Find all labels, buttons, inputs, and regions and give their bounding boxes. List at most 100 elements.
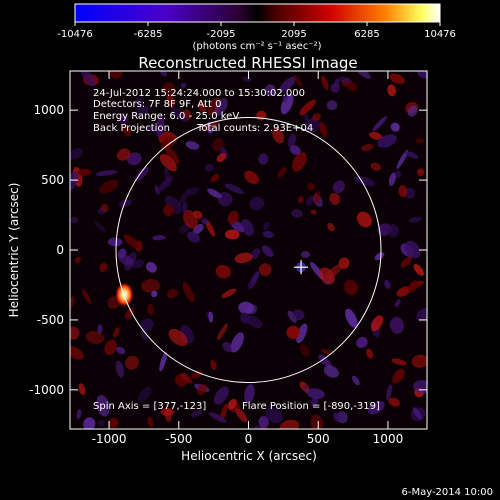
noise-blob <box>104 339 117 356</box>
noise-blob <box>374 252 385 261</box>
noise-blob <box>388 172 396 186</box>
noise-blob <box>235 408 248 423</box>
noise-blob <box>134 97 145 116</box>
noise-blob <box>287 310 297 323</box>
noise-blob <box>99 262 108 272</box>
spin-axis-label: Spin Axis = [377,-123] <box>93 401 206 412</box>
noise-blob <box>258 415 269 429</box>
noise-blob <box>372 116 387 132</box>
image-blobs <box>70 71 427 429</box>
noise-blob <box>279 76 296 93</box>
noise-blob <box>132 259 145 269</box>
noise-blob <box>205 219 215 237</box>
y-tick-label: -500 <box>37 313 64 327</box>
colorbar <box>74 3 441 23</box>
noise-blob <box>384 279 391 290</box>
spin-axis-marker <box>294 260 309 275</box>
noise-blob <box>117 248 127 259</box>
noise-blob <box>356 211 372 228</box>
noise-blob <box>204 163 214 172</box>
noise-blob <box>392 368 405 384</box>
noise-blob <box>326 100 338 111</box>
x-tick-label: 500 <box>307 432 330 446</box>
noise-blob <box>125 355 139 370</box>
noise-blob <box>70 296 75 312</box>
noise-blob <box>292 309 305 321</box>
noise-blob <box>313 191 321 204</box>
noise-blob <box>389 73 405 84</box>
noise-blob <box>261 245 274 257</box>
noise-blob <box>166 93 175 108</box>
noise-blob <box>291 209 303 218</box>
noise-blob <box>234 252 253 264</box>
noise-blob <box>303 384 308 392</box>
noise-blob <box>325 264 343 279</box>
noise-blob <box>146 262 157 273</box>
noise-blob <box>306 195 315 206</box>
colorbar-tick-label: 6285 <box>354 29 379 40</box>
colorbar-tick-label: 2095 <box>281 29 306 40</box>
y-axis-label: Heliocentric Y (arcsec) <box>7 183 21 318</box>
noise-blob <box>187 231 200 243</box>
noise-blob <box>319 121 328 138</box>
noise-blob <box>289 145 301 155</box>
noise-blob <box>165 146 179 165</box>
x-tick-label: -1000 <box>92 432 127 446</box>
noise-blob <box>396 286 411 297</box>
noise-blob <box>97 324 103 334</box>
noise-blob <box>405 151 419 159</box>
noise-blob <box>159 154 177 172</box>
noise-blob <box>321 75 329 90</box>
colorbar-tick-label: -10476 <box>57 29 92 40</box>
noise-blob <box>416 168 425 177</box>
noise-blob <box>70 147 83 160</box>
noise-blob <box>299 99 316 116</box>
noise-blob <box>100 203 109 213</box>
noise-blob <box>224 183 244 194</box>
noise-blob <box>404 240 421 259</box>
noise-blob <box>70 216 79 224</box>
noise-blob <box>147 416 154 428</box>
noise-blob <box>413 380 427 394</box>
noise-blob <box>96 394 110 417</box>
noise-blob <box>164 165 171 187</box>
colorbar-ticks: -10476 -6285 -2095 2095 6285 10476 <box>57 22 456 40</box>
noise-blob <box>367 401 385 415</box>
noise-blob <box>215 264 231 279</box>
noise-blob <box>207 188 222 199</box>
noise-blob <box>190 409 203 418</box>
noise-blob <box>163 204 174 217</box>
noise-blob <box>244 384 255 404</box>
noise-blob <box>292 152 307 172</box>
noise-blob <box>152 235 166 241</box>
x-axis-ticks: -1000 -500 0 500 1000 <box>92 71 403 446</box>
noise-blob <box>329 192 341 205</box>
noise-blob <box>415 138 425 143</box>
noise-blob <box>155 116 165 137</box>
noise-blob <box>294 74 303 88</box>
noise-blob <box>282 93 289 103</box>
noise-blob <box>249 196 265 211</box>
noise-blob <box>306 388 325 399</box>
noise-blob <box>99 179 119 194</box>
y-axis-ticks: -1000 -500 0 500 1000 <box>29 103 427 397</box>
noise-blob <box>240 312 251 324</box>
noise-blob <box>113 327 120 338</box>
noise-blob <box>141 330 148 340</box>
noise-blob <box>93 220 107 233</box>
noise-blob <box>202 121 219 131</box>
noise-blob <box>213 386 229 405</box>
noise-blob <box>311 396 318 408</box>
noise-blob <box>330 83 340 93</box>
noise-blob <box>321 349 331 355</box>
noise-blob <box>80 71 96 87</box>
noise-blob <box>108 417 119 429</box>
noise-blob <box>244 170 259 185</box>
noise-blob <box>186 187 200 196</box>
noise-blob <box>246 304 258 315</box>
noise-blob <box>127 152 142 166</box>
noise-blob <box>70 171 79 192</box>
noise-blob <box>388 397 400 407</box>
noise-blob <box>394 170 402 178</box>
x-tick-label: -500 <box>165 432 192 446</box>
